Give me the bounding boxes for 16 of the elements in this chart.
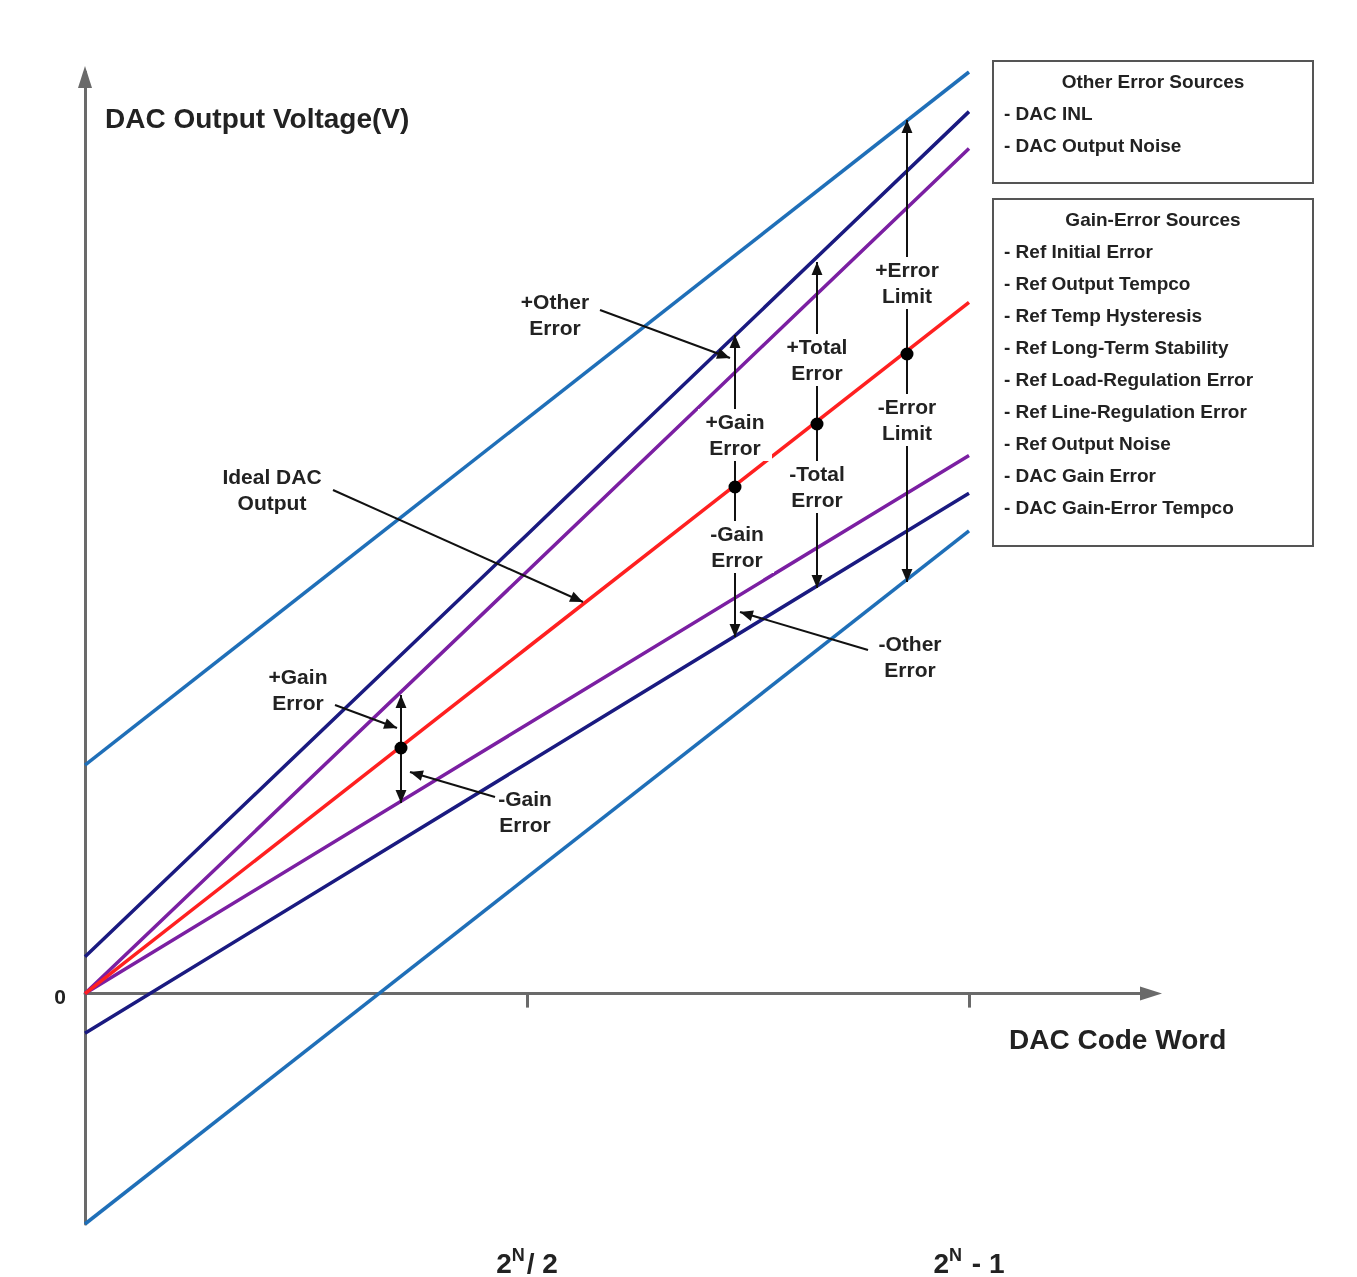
x-axis-title: DAC Code Word (1009, 1024, 1227, 1056)
annotation: -Gain Error (497, 786, 553, 838)
annotation: +Error Limit (870, 257, 944, 309)
annotation: +Gain Error (267, 664, 329, 716)
annotation: +Gain Error (698, 409, 772, 461)
annotation: +Other Error (519, 289, 591, 341)
annotation: +Total Error (780, 334, 854, 386)
y-axis-title: DAC Output Voltage(V) (105, 102, 410, 134)
text: Gain-Error Sources - Ref Initial Error - Ref Output Tempco - Ref Temp Hysteresis - Ref Long-Term Stability - Ref Load-Regulation Error - Ref Line-Regulation Error - Ref Output Noise - DAC Gain Error - DAC Gain-Error Tempco (1004, 209, 1254, 518)
annotation: -Error Limit (870, 394, 944, 446)
annotation: Ideal DAC Output (221, 464, 323, 516)
annotation: -Total Error (780, 461, 854, 513)
text: 0 (53, 984, 67, 1010)
annotation: -Other Error (877, 631, 943, 683)
text: Other Error Sources - DAC INL - DAC Output Noise (1004, 70, 1246, 158)
annotation: -Gain Error (700, 521, 774, 573)
